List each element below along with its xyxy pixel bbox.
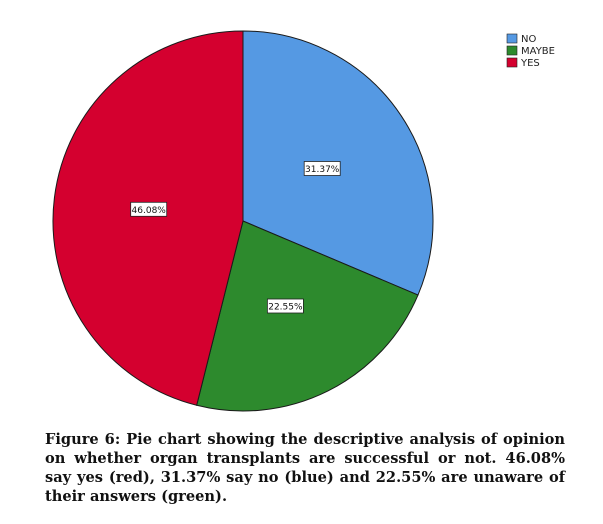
legend-swatch [506, 45, 518, 56]
legend-label: NO [521, 34, 536, 45]
slice-label-box [130, 201, 168, 217]
figure-caption: Figure 6: Pie chart showing the descript… [45, 431, 565, 505]
slice-value-label: 22.55% [268, 303, 303, 313]
pie-slice-yes [52, 30, 244, 406]
slice-value-label: 46.08% [132, 206, 167, 216]
legend-label: MAYBE [521, 46, 555, 57]
slice-label-no: 31.37% [303, 161, 341, 176]
pie-slice-maybe [196, 220, 419, 412]
legend-item-no: NO [506, 33, 536, 45]
legend-item-yes: YES [506, 57, 540, 69]
slice-label-box [303, 161, 341, 176]
slice-labels: 31.37% 22.55% 46.08% [130, 161, 341, 314]
slice-value-label: 31.37% [305, 165, 340, 175]
legend-swatch [506, 57, 518, 68]
legend-swatch [506, 33, 518, 44]
slice-label-box [266, 298, 304, 314]
slice-label-yes: 46.08% [130, 201, 168, 217]
slice-label-maybe: 22.55% [266, 298, 304, 314]
pie-slices [52, 30, 434, 412]
legend-item-maybe: MAYBE [506, 45, 555, 57]
legend-label: YES [520, 58, 540, 69]
